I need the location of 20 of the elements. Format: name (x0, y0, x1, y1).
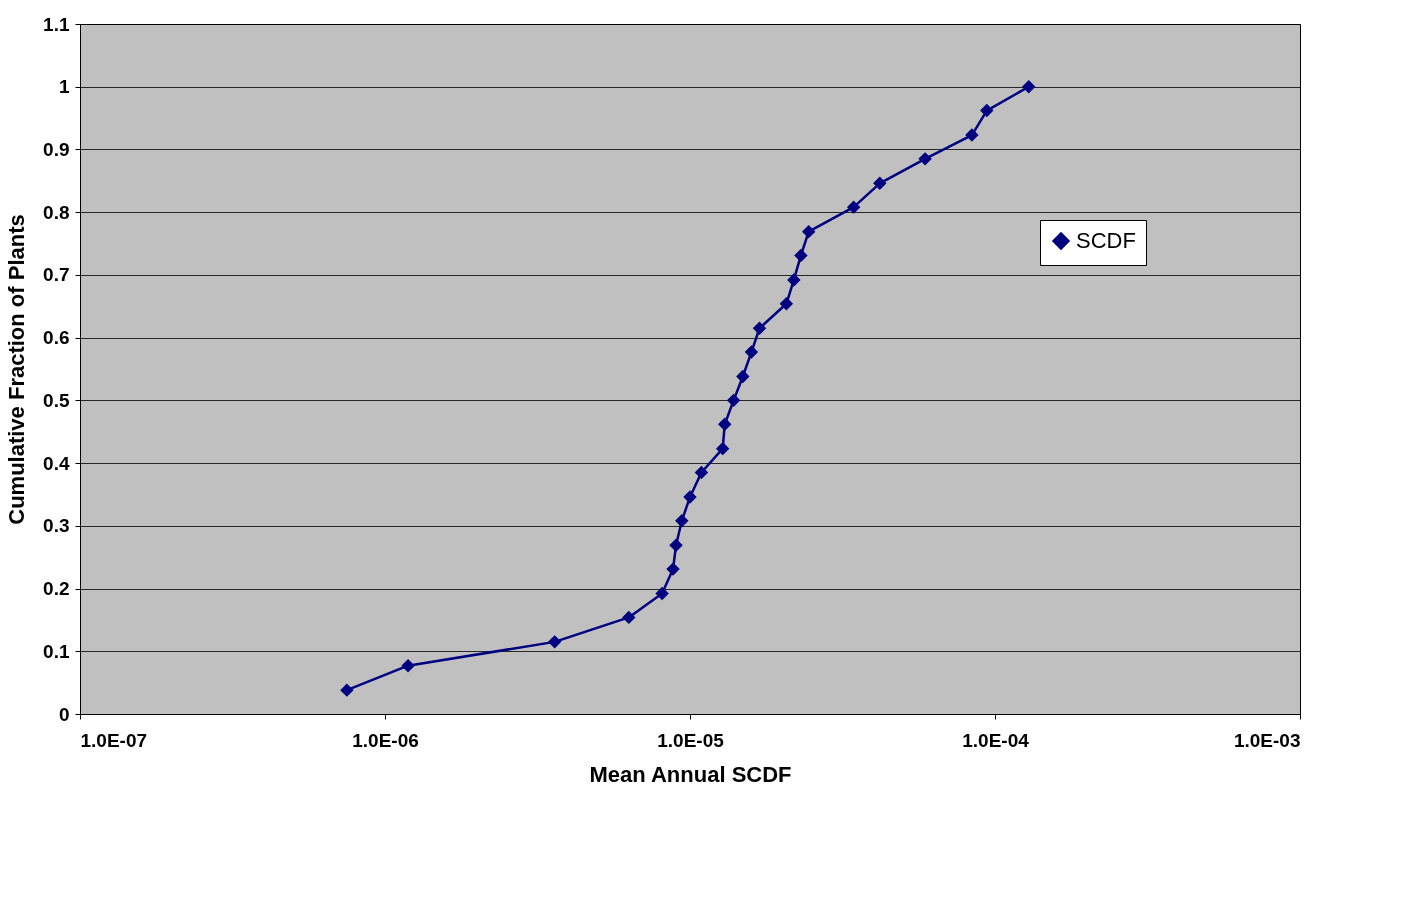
y-tick-label: 0.3 (43, 515, 70, 537)
x-tick-label: 1.0E-03 (1233, 729, 1301, 751)
y-tick-label: 0.2 (43, 578, 70, 600)
y-tick-label: 0.9 (43, 138, 70, 160)
x-tick-label: 1.0E-07 (80, 729, 148, 751)
y-tick-label: 0.1 (43, 640, 70, 662)
y-tick-label: 0 (58, 703, 70, 725)
y-tick-label: 0.7 (43, 264, 70, 286)
y-tick-label: 0.4 (43, 452, 70, 474)
legend-label: SCDF (1076, 228, 1136, 253)
y-tick-label: 0.8 (43, 201, 70, 223)
x-axis-title: Mean Annual SCDF (589, 761, 792, 787)
y-tick-label: 0.6 (43, 327, 70, 349)
y-tick-label: 0.5 (43, 389, 70, 411)
y-tick-label: 1.1 (43, 13, 70, 35)
x-tick-label: 1.0E-06 (352, 729, 419, 751)
x-tick-label: 1.0E-05 (657, 729, 725, 751)
y-axis-title: Cumulative Fraction of Plants (4, 214, 30, 525)
x-tick-label: 1.0E-04 (962, 729, 1030, 751)
y-tick-label: 1 (58, 76, 70, 98)
